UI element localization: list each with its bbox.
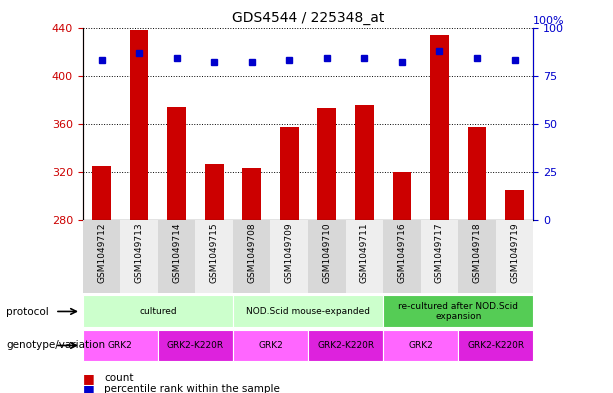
Bar [308,220,346,293]
Text: GSM1049713: GSM1049713 [135,222,143,283]
Bar [83,220,120,293]
Bar [318,108,336,220]
Bar [158,330,233,361]
Text: genotype/variation: genotype/variation [6,340,105,351]
Text: GSM1049718: GSM1049718 [473,222,481,283]
Bar [233,220,270,293]
Text: GSM1049714: GSM1049714 [172,222,181,283]
Text: re-cultured after NOD.Scid
expansion: re-cultured after NOD.Scid expansion [398,302,518,321]
Text: GRK2: GRK2 [408,341,433,350]
Bar [233,330,308,361]
Bar [346,220,383,293]
Bar [167,107,186,220]
Bar [392,172,411,220]
Bar [421,220,458,293]
Text: protocol: protocol [6,307,49,317]
Bar [496,220,533,293]
Bar [242,168,261,220]
Text: GSM1049711: GSM1049711 [360,222,369,283]
Text: GSM1049712: GSM1049712 [97,222,106,283]
Bar [383,330,458,361]
Bar [233,296,383,327]
Text: GRK2-K220R: GRK2-K220R [167,341,224,350]
Text: percentile rank within the sample: percentile rank within the sample [104,384,280,393]
Text: ■: ■ [83,382,94,393]
Text: NOD.Scid mouse-expanded: NOD.Scid mouse-expanded [246,307,370,316]
Bar [130,30,148,220]
Text: GRK2: GRK2 [108,341,132,350]
Text: GRK2: GRK2 [258,341,283,350]
Text: ■: ■ [83,371,94,385]
Text: GSM1049708: GSM1049708 [247,222,256,283]
Title: GDS4544 / 225348_at: GDS4544 / 225348_at [232,11,384,25]
Bar [92,166,111,220]
Bar [430,35,449,220]
Bar [458,330,533,361]
Text: GSM1049715: GSM1049715 [210,222,219,283]
Bar [120,220,158,293]
Text: GSM1049716: GSM1049716 [397,222,406,283]
Bar [383,220,421,293]
Text: GSM1049719: GSM1049719 [510,222,519,283]
Text: count: count [104,373,134,383]
Bar [458,220,496,293]
Text: GSM1049709: GSM1049709 [285,222,294,283]
Bar [205,163,224,220]
Text: 100%: 100% [533,16,565,26]
Bar [308,330,383,361]
Text: GSM1049717: GSM1049717 [435,222,444,283]
Text: GRK2-K220R: GRK2-K220R [317,341,374,350]
Bar [355,105,374,220]
Bar [83,330,158,361]
Bar [280,127,299,220]
Text: cultured: cultured [139,307,177,316]
Bar [196,220,233,293]
Text: GRK2-K220R: GRK2-K220R [467,341,524,350]
Bar [505,190,524,220]
Bar [158,220,196,293]
Text: GSM1049710: GSM1049710 [322,222,331,283]
Bar [383,296,533,327]
Bar [468,127,486,220]
Bar [270,220,308,293]
Bar [83,296,233,327]
